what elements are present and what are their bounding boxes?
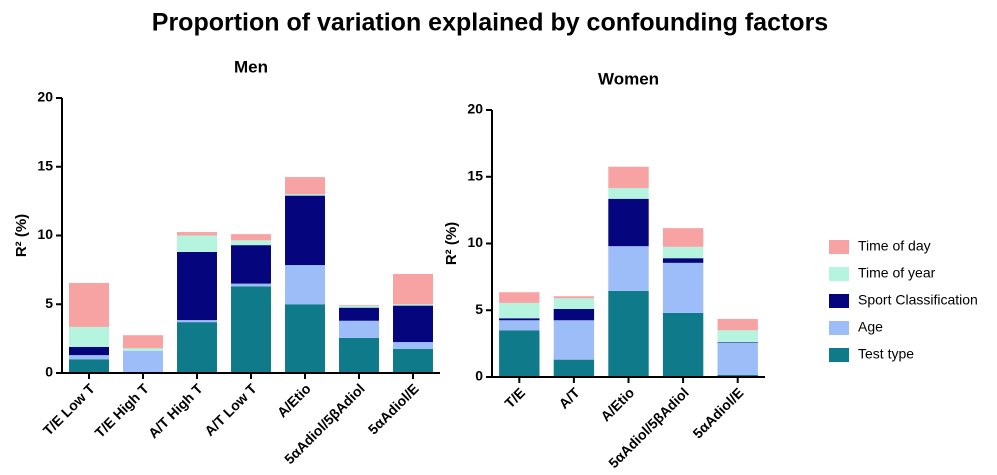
bar-segment: [231, 245, 271, 284]
bar-segment: [393, 342, 433, 349]
y-axis-label: R² (%): [443, 222, 460, 265]
bar-segment: [499, 318, 540, 321]
bar-segment: [231, 286, 271, 373]
bar-segment: [177, 252, 217, 321]
bar-segment: [339, 305, 379, 308]
bar-segment: [553, 359, 595, 377]
bar-segment: [608, 198, 649, 247]
bar-segment: [285, 194, 325, 196]
bar-segment: [69, 359, 109, 373]
bar-segment: [499, 292, 540, 303]
legend-label: Time of day: [858, 238, 931, 254]
legend-swatch: [829, 294, 849, 308]
legend-label: Sport Classification: [858, 292, 978, 308]
bar-segment: [662, 262, 704, 313]
legend-label: Age: [858, 319, 883, 335]
bar-segment: [393, 305, 433, 343]
bar-segment: [608, 188, 649, 199]
bar-segment: [69, 355, 109, 360]
chart-title: Women: [598, 69, 659, 88]
legend-swatch: [829, 348, 849, 362]
bar-segment: [553, 308, 595, 321]
legend-label: Time of year: [858, 265, 936, 281]
y-tick-label: 0: [475, 368, 483, 384]
bar-segment: [69, 346, 109, 356]
bar-segment: [339, 320, 379, 338]
bar-segment: [662, 258, 704, 263]
x-tick-label: T/E Low T: [40, 380, 98, 438]
bar-segment: [553, 296, 595, 299]
bar-segment: [608, 290, 649, 377]
bar-segment: [339, 304, 379, 306]
chart-title: Men: [234, 57, 268, 76]
y-tick-label: 5: [45, 295, 53, 311]
bar-segment: [177, 322, 217, 373]
bar-segment: [69, 326, 109, 347]
x-tick-label: T/E High T: [91, 380, 152, 441]
bar-segment: [69, 282, 109, 327]
bar-segment: [339, 307, 379, 321]
bar-segment: [662, 312, 704, 377]
y-tick-label: 10: [467, 234, 483, 250]
y-axis-label: R² (%): [13, 214, 30, 257]
x-tick-label: T/E: [501, 384, 528, 411]
bar-segment: [499, 302, 540, 319]
bar-segment: [662, 246, 704, 259]
legend-swatch: [829, 240, 849, 254]
x-tick-label: A/T: [555, 384, 583, 412]
bar-segment: [662, 228, 704, 247]
y-tick-label: 5: [475, 301, 483, 317]
bar-segment: [608, 246, 649, 291]
bar-segment: [177, 235, 217, 252]
bar-segment: [393, 274, 433, 305]
figure-title: Proportion of variation explained by con…: [152, 9, 828, 37]
x-tick-label: 5αAdiol/E: [689, 384, 746, 441]
legend-label: Test type: [858, 346, 914, 362]
bar-segment: [231, 240, 271, 246]
bar-segment: [717, 374, 758, 377]
bar-segment: [123, 348, 163, 351]
bar-segment: [339, 337, 379, 373]
bar-segment: [285, 177, 325, 195]
y-tick-label: 20: [467, 101, 483, 117]
bar-segment: [123, 351, 163, 373]
bar-segment: [231, 234, 271, 241]
bar-segment: [717, 330, 758, 343]
bar-segment: [608, 166, 649, 189]
y-tick-label: 10: [37, 226, 53, 242]
bar-segment: [231, 283, 271, 287]
bar-segment: [553, 320, 595, 360]
bar-segment: [123, 335, 163, 349]
bar-segment: [393, 348, 433, 373]
x-tick-label: A/Etio: [274, 380, 314, 420]
legend-swatch: [829, 267, 849, 281]
x-tick-label: A/Etio: [597, 384, 637, 424]
legend-swatch: [829, 321, 849, 335]
bar-segment: [285, 304, 325, 373]
bar-segment: [553, 298, 595, 309]
bar-segment: [717, 342, 758, 343]
bar-segment: [499, 320, 540, 331]
bar-segment: [717, 318, 758, 331]
bar-segment: [393, 304, 433, 306]
bar-segment: [499, 330, 540, 377]
bar-segment: [285, 265, 325, 305]
y-tick-label: 0: [45, 364, 53, 380]
bar-segment: [717, 342, 758, 375]
bar-segment: [177, 232, 217, 236]
x-tick-label: A/T High T: [145, 380, 206, 441]
y-tick-label: 15: [37, 157, 53, 173]
x-tick-label: A/T Low T: [201, 380, 260, 439]
y-tick-label: 20: [37, 89, 53, 105]
bar-segment: [285, 195, 325, 266]
y-tick-label: 15: [467, 167, 483, 183]
bar-segment: [177, 320, 217, 323]
x-tick-label: 5αAdiol/E: [365, 380, 422, 437]
